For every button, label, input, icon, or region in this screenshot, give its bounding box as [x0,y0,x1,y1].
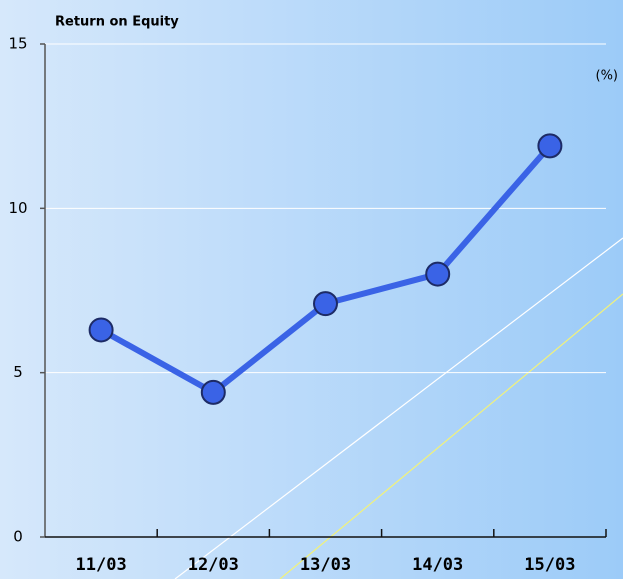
x-tick-label: 11/03 [76,555,127,575]
unit-label: (%) [596,69,619,84]
data-point [425,261,451,287]
x-tick-label: 15/03 [524,555,575,575]
decoration-line [279,293,623,579]
chart-title: Return on Equity [55,15,179,30]
y-tick-label: 10 [8,199,27,217]
x-tick-label: 13/03 [300,555,351,575]
data-point [88,317,114,343]
y-tick-label: 0 [13,528,23,546]
y-tick-label: 15 [8,35,27,53]
y-tick-label: 5 [13,363,23,381]
data-point [200,379,226,405]
data-point [313,291,338,317]
x-tick-label: 12/03 [188,555,239,575]
data-point [537,133,563,159]
decoration-line [174,237,623,579]
x-tick-label: 14/03 [412,555,463,575]
